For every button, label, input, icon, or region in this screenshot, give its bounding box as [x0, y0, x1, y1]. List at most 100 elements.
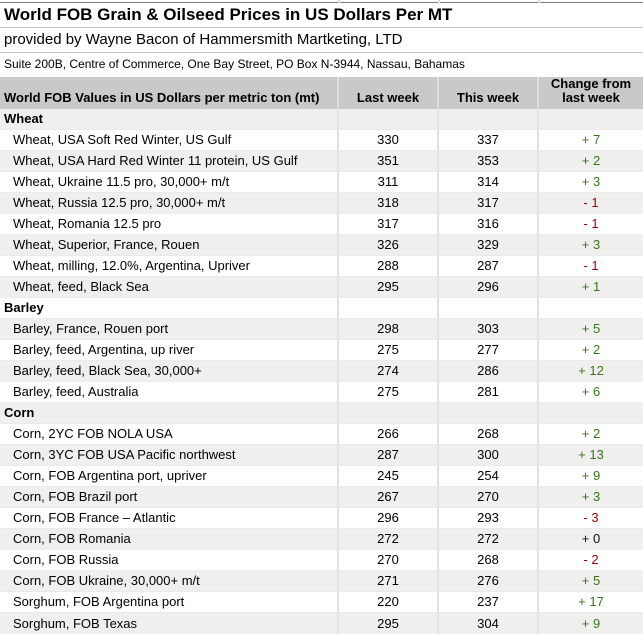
- this-week-value: 281: [439, 382, 539, 403]
- this-week-value: 268: [439, 550, 539, 571]
- change-value: - 1: [539, 256, 643, 277]
- table-row: Corn, FOB Brazil port 267 270 + 3: [0, 487, 643, 508]
- table-row: Corn, FOB France – Atlantic 296 293 - 3: [0, 508, 643, 529]
- last-week-value: 245: [339, 466, 439, 487]
- table-row: Wheat, feed, Black Sea 295 296 + 1: [0, 277, 643, 298]
- table-row: Wheat, Romania 12.5 pro 317 316 - 1: [0, 214, 643, 235]
- last-week-value: 298: [339, 319, 439, 340]
- page-title: World FOB Grain & Oilseed Prices in US D…: [0, 3, 643, 28]
- this-week-value: 277: [439, 340, 539, 361]
- column-header-values: World FOB Values in US Dollars per metri…: [0, 77, 339, 109]
- empty-cell: [439, 109, 539, 130]
- last-week-value: 220: [339, 592, 439, 613]
- commodity-label: Corn, 2YC FOB NOLA USA: [0, 424, 339, 445]
- this-week-value: 353: [439, 151, 539, 172]
- last-week-value: 270: [339, 550, 439, 571]
- this-week-value: 272: [439, 529, 539, 550]
- this-week-value: 304: [439, 613, 539, 634]
- commodity-label: Wheat, Russia 12.5 pro, 30,000+ m/t: [0, 193, 339, 214]
- table-row: Corn, 2YC FOB NOLA USA 266 268 + 2: [0, 424, 643, 445]
- this-week-value: 254: [439, 466, 539, 487]
- change-value: + 5: [539, 319, 643, 340]
- column-header-this-week: This week: [439, 77, 539, 109]
- change-value: - 1: [539, 193, 643, 214]
- change-value: + 5: [539, 571, 643, 592]
- prices-table: World FOB Values in US Dollars per metri…: [0, 77, 643, 634]
- change-value: + 9: [581, 615, 601, 631]
- commodity-label: Barley, feed, Australia: [0, 382, 339, 403]
- table-row: Barley, feed, Australia 275 281 + 6: [0, 382, 643, 403]
- commodity-label: Corn, FOB Ukraine, 30,000+ m/t: [0, 571, 339, 592]
- commodity-label: Corn, FOB Brazil port: [0, 487, 339, 508]
- commodity-label: Wheat, Ukraine 11.5 pro, 30,000+ m/t: [0, 172, 339, 193]
- change-value: + 3: [539, 487, 643, 508]
- last-week-value: 318: [339, 193, 439, 214]
- table-body: Wheat Wheat, USA Soft Red Winter, US Gul…: [0, 109, 643, 634]
- last-week-value: 267: [339, 487, 439, 508]
- table-row: Barley, feed, Argentina, up river 275 27…: [0, 340, 643, 361]
- commodity-label: Corn, FOB Russia: [0, 550, 339, 571]
- gridline: [438, 0, 440, 3]
- table-row: Sorghum, FOB Texas 295 304 + 9: [0, 613, 643, 634]
- change-value: + 3: [539, 172, 643, 193]
- last-week-value: 266: [339, 424, 439, 445]
- commodity-label: Wheat, milling, 12.0%, Argentina, Uprive…: [0, 256, 339, 277]
- this-week-value: 303: [439, 319, 539, 340]
- section-label: Barley: [0, 298, 339, 319]
- last-week-value: 275: [339, 382, 439, 403]
- commodity-label: Corn, FOB Romania: [0, 529, 339, 550]
- table-row: Wheat, USA Hard Red Winter 11 protein, U…: [0, 151, 643, 172]
- change-value: + 1: [539, 277, 643, 298]
- change-value: + 9: [539, 466, 643, 487]
- empty-cell: [439, 403, 539, 424]
- change-value: + 12: [539, 361, 643, 382]
- this-week-value: 296: [439, 277, 539, 298]
- table-row: Corn, FOB Ukraine, 30,000+ m/t 271 276 +…: [0, 571, 643, 592]
- table-row: Wheat, Superior, France, Rouen 326 329 +…: [0, 235, 643, 256]
- header-row: World FOB Values in US Dollars per metri…: [0, 77, 643, 109]
- change-value: + 3: [539, 235, 643, 256]
- table-row: Sorghum, FOB Argentina port 220 237 + 17: [0, 592, 643, 613]
- table-row: Wheat, USA Soft Red Winter, US Gulf 330 …: [0, 130, 643, 151]
- change-value: + 2: [539, 151, 643, 172]
- this-week-value: 286: [439, 361, 539, 382]
- column-header-last-week: Last week: [339, 77, 439, 109]
- table-row: Barley, feed, Black Sea, 30,000+ 274 286…: [0, 361, 643, 382]
- change-value: - 1: [539, 214, 643, 235]
- last-week-value: 317: [339, 214, 439, 235]
- empty-cell: [539, 403, 643, 424]
- section-row: Corn: [0, 403, 643, 424]
- change-value: + 6: [539, 382, 643, 403]
- commodity-label: Barley, feed, Black Sea, 30,000+: [0, 361, 339, 382]
- empty-cell: [539, 109, 643, 130]
- commodity-label: Corn, FOB Argentina port, upriver: [0, 466, 339, 487]
- this-week-value: 270: [439, 487, 539, 508]
- gridline: [338, 0, 340, 3]
- this-week-value: 237: [439, 592, 539, 613]
- this-week-value: 329: [439, 235, 539, 256]
- change-value: + 17: [539, 592, 643, 613]
- last-week-value: 288: [339, 256, 439, 277]
- table-row: Wheat, milling, 12.0%, Argentina, Uprive…: [0, 256, 643, 277]
- last-week-value: 296: [339, 508, 439, 529]
- commodity-label: Corn, 3YC FOB USA Pacific northwest: [0, 445, 339, 466]
- last-week-value: 311: [339, 172, 439, 193]
- commodity-label: Sorghum, FOB Argentina port: [0, 592, 339, 613]
- column-header-change: Change from last week: [539, 77, 643, 109]
- last-week-value: 275: [339, 340, 439, 361]
- empty-cell: [439, 298, 539, 319]
- table-row: Wheat, Russia 12.5 pro, 30,000+ m/t 318 …: [0, 193, 643, 214]
- commodity-label: Barley, feed, Argentina, up river: [0, 340, 339, 361]
- this-week-value: 276: [439, 571, 539, 592]
- section-label: Wheat: [0, 109, 339, 130]
- commodity-label: Wheat, USA Soft Red Winter, US Gulf: [0, 130, 339, 151]
- empty-cell: [339, 109, 439, 130]
- this-week-value: 300: [439, 445, 539, 466]
- last-week-value: 295: [339, 277, 439, 298]
- change-value: + 7: [539, 130, 643, 151]
- last-week-value: 295: [339, 613, 439, 634]
- last-week-value: 330: [339, 130, 439, 151]
- change-value: - 3: [539, 508, 643, 529]
- table-row: Barley, France, Rouen port 298 303 + 5: [0, 319, 643, 340]
